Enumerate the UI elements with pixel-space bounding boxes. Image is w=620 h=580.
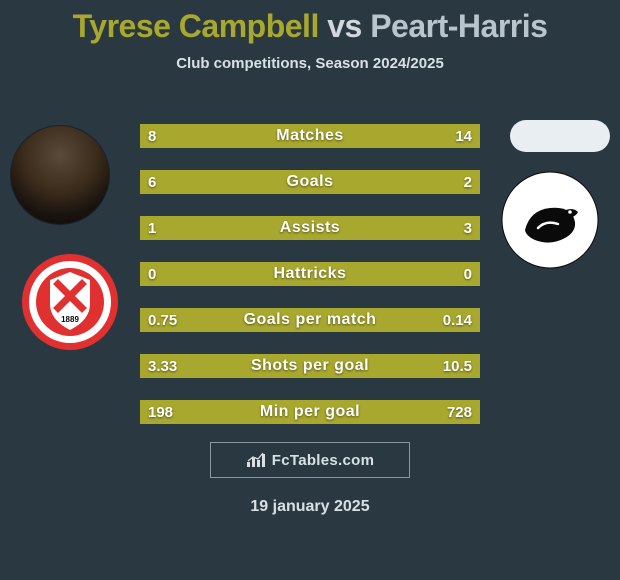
stat-label: Matches	[140, 118, 480, 154]
stat-label: Shots per goal	[140, 348, 480, 384]
player2-name: Peart-Harris	[370, 8, 547, 44]
svg-text:1889: 1889	[61, 315, 79, 324]
stat-row-hattricks: 00Hattricks	[140, 256, 480, 292]
stat-bars: 814Matches 62Goals 13Assists 00Hattricks 0.7…	[140, 118, 480, 440]
card-subtitle: Club competitions, Season 2024/2025	[0, 55, 620, 72]
stat-row-goals-per-match: 0.750.14Goals per match	[140, 302, 480, 338]
player1-avatar	[10, 125, 110, 225]
stat-label: Min per goal	[140, 394, 480, 430]
chart-icon	[246, 452, 266, 468]
stat-row-shots-per-goal: 3.3310.5Shots per goal	[140, 348, 480, 384]
player2-avatar	[510, 120, 610, 152]
stat-row-min-per-goal: 198728Min per goal	[140, 394, 480, 430]
stat-row-goals: 62Goals	[140, 164, 480, 200]
fctables-logo: FcTables.com	[210, 442, 410, 478]
stat-label: Goals per match	[140, 302, 480, 338]
logo-text: FcTables.com	[272, 452, 375, 469]
player2-club-badge	[500, 170, 600, 270]
card-title: Tyrese Campbell vs Peart-Harris	[0, 8, 620, 45]
sheffield-united-badge-icon: 1889	[20, 252, 120, 352]
swansea-city-badge-icon	[500, 170, 600, 270]
comparison-card: Tyrese Campbell vs Peart-Harris Club com…	[0, 0, 620, 580]
stat-label: Hattricks	[140, 256, 480, 292]
player1-name: Tyrese Campbell	[73, 8, 319, 44]
stat-row-assists: 13Assists	[140, 210, 480, 246]
stat-row-matches: 814Matches	[140, 118, 480, 154]
vs-text: vs	[327, 8, 362, 44]
stat-label: Assists	[140, 210, 480, 246]
player1-club-badge: 1889	[20, 252, 120, 352]
card-date: 19 january 2025	[0, 498, 620, 516]
stat-label: Goals	[140, 164, 480, 200]
